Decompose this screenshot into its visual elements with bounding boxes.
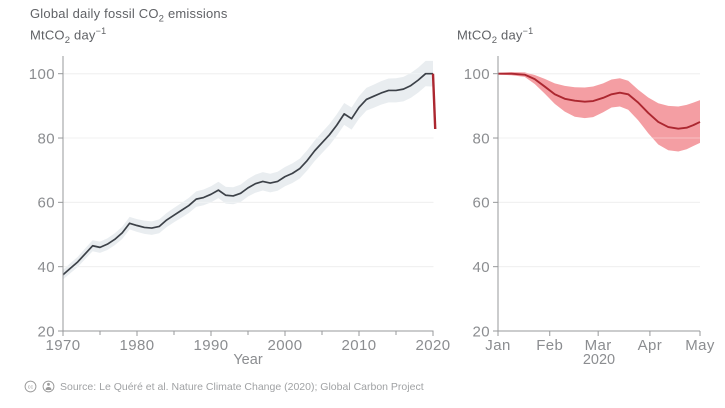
x-axis-label-2020: 2020	[582, 352, 616, 368]
source-attribution: cc Source: Le Quéré et al. Nature Climat…	[24, 380, 424, 393]
y-tick-label: 80	[38, 130, 56, 147]
chart-title: Global daily fossil CO2 emissions	[30, 6, 228, 25]
covid-2020-daily-estimate-line	[498, 72, 701, 130]
y-tick-label: 20	[38, 323, 56, 340]
cc-icon: cc	[24, 380, 37, 393]
y-tick-label: 60	[38, 195, 56, 212]
y-tick-label: 100	[29, 66, 55, 83]
cc-by-icon	[42, 380, 55, 393]
y-tick-label: 100	[464, 66, 490, 83]
x-tick-label: 2020	[416, 337, 451, 354]
x-tick-label: Jan	[485, 337, 510, 354]
x-axis-label-year: Year	[233, 352, 263, 368]
historical-emissions-line	[62, 72, 433, 276]
confidence-band	[498, 72, 700, 152]
x-tick-label: 1980	[120, 337, 155, 354]
x-tick-label: 1970	[46, 337, 81, 354]
x-tick-label: May	[685, 337, 715, 354]
y-axis-unit-left: MtCO2 day−1	[30, 26, 107, 46]
y-tick-label: 60	[473, 195, 491, 212]
covid-2020-drop-line	[431, 73, 437, 130]
confidence-band	[63, 60, 433, 280]
y-tick-label: 20	[473, 323, 491, 340]
y-axis-unit-right: MtCO2 day−1	[457, 26, 534, 46]
y-tick-label: 40	[38, 259, 56, 276]
x-tick-label: 2010	[342, 337, 377, 354]
svg-text:cc: cc	[28, 384, 34, 390]
y-tick-label: 40	[473, 259, 491, 276]
y-tick-label: 80	[473, 130, 491, 147]
source-text: Source: Le Quéré et al. Nature Climate C…	[60, 380, 424, 393]
